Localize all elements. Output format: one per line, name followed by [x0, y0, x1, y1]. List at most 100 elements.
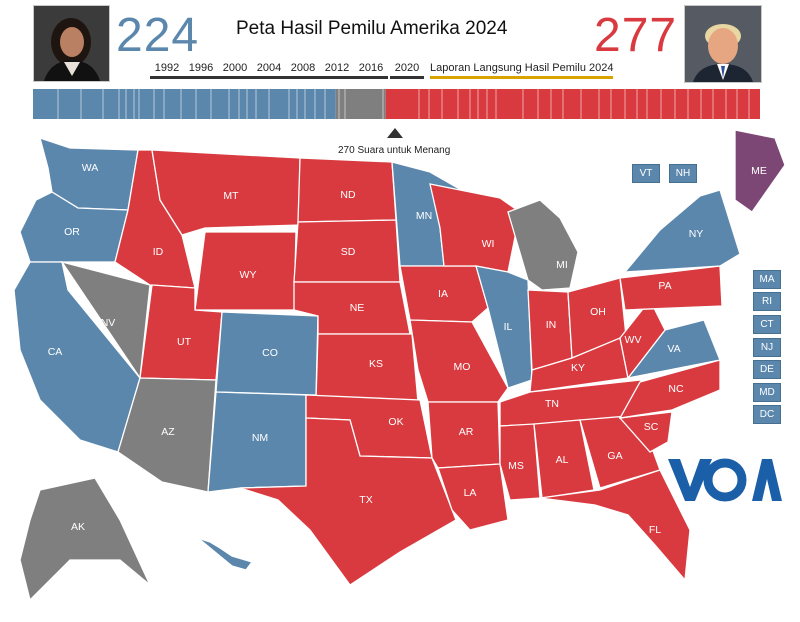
state-label-or: OR [64, 226, 80, 238]
state-label-ky: KY [571, 362, 585, 374]
state-ak[interactable] [19, 477, 151, 602]
year-label: 2008 [290, 62, 316, 74]
state-label-fl: FL [649, 524, 661, 536]
state-label-nm: NM [252, 432, 268, 444]
state-label-me: ME [751, 165, 767, 177]
state-mi[interactable] [507, 199, 579, 291]
year-label: 2020 [394, 62, 420, 74]
dem-candidate-photo [33, 5, 110, 82]
state-label-pa: PA [658, 280, 671, 292]
state-label-al: AL [556, 454, 569, 466]
state-tx[interactable] [239, 417, 457, 586]
live-report-link[interactable]: Laporan Langsung Hasil Pemilu 2024 [430, 62, 614, 79]
state-az[interactable] [117, 377, 217, 493]
year-2020[interactable]: 2020 [390, 62, 424, 79]
state-label-ia: IA [438, 288, 448, 300]
state-label-ms: MS [508, 460, 524, 472]
state-label-ok: OK [388, 416, 403, 428]
state-ca[interactable] [13, 261, 141, 453]
state-ks[interactable] [315, 333, 419, 403]
state-la[interactable] [437, 463, 509, 531]
year-2004[interactable]: 2004 [252, 62, 286, 79]
state-label-sc: SC [644, 421, 659, 433]
state-box-dc[interactable]: DC [753, 405, 781, 424]
bar-segment-rep [385, 89, 760, 119]
year-2000[interactable]: 2000 [218, 62, 252, 79]
state-box-nj[interactable]: NJ [753, 338, 781, 357]
state-label-mo: MO [454, 361, 471, 373]
year-1996[interactable]: 1996 [184, 62, 218, 79]
state-label-tn: TN [545, 398, 559, 410]
state-or[interactable] [19, 191, 129, 263]
state-box-vt[interactable]: VT [632, 164, 660, 183]
page-title: Peta Hasil Pemilu Amerika 2024 [236, 18, 508, 39]
threshold-label: 270 Suara untuk Menang [338, 145, 451, 156]
state-box-ri[interactable]: RI [753, 292, 781, 311]
state-label-mt: MT [223, 190, 239, 202]
state-label-nc: NC [668, 383, 684, 395]
state-label-nd: ND [340, 189, 356, 201]
year-label: 1996 [188, 62, 214, 74]
state-label-tx: TX [359, 494, 372, 506]
state-label-in: IN [546, 319, 557, 331]
bar-segment-dem [33, 89, 336, 119]
state-al[interactable] [533, 419, 595, 499]
year-label: 2004 [256, 62, 282, 74]
state-box-ct[interactable]: CT [753, 315, 781, 334]
state-nv[interactable] [60, 260, 151, 380]
state-wi[interactable] [429, 183, 521, 273]
bar-segment-undecided [335, 89, 386, 119]
state-label-wy: WY [240, 269, 257, 281]
state-nc[interactable] [618, 359, 721, 419]
state-label-va: VA [667, 343, 680, 355]
year-label: 2012 [324, 62, 350, 74]
voa-logo [666, 455, 782, 505]
year-2008[interactable]: 2008 [286, 62, 320, 79]
rep-candidate-photo [684, 5, 762, 83]
state-sc[interactable] [618, 411, 673, 453]
state-label-sd: SD [341, 246, 356, 258]
state-label-la: LA [464, 487, 477, 499]
year-2012[interactable]: 2012 [320, 62, 354, 79]
state-box-md[interactable]: MD [753, 383, 781, 402]
state-me[interactable] [734, 129, 786, 213]
state-hi[interactable] [197, 537, 254, 571]
year-1992[interactable]: 1992 [150, 62, 184, 79]
state-box-de[interactable]: DE [753, 360, 781, 379]
state-wv[interactable] [619, 298, 666, 380]
state-label-ut: UT [177, 336, 192, 348]
state-label-id: ID [153, 246, 164, 258]
state-label-wv: WV [625, 334, 642, 346]
year-2016[interactable]: 2016 [354, 62, 388, 79]
state-label-wa: WA [82, 162, 99, 174]
electoral-progress-bar [33, 89, 760, 119]
state-label-az: AZ [161, 426, 175, 438]
state-label-mi: MI [556, 259, 568, 271]
rep-electoral-votes: 277 [594, 9, 678, 62]
state-label-co: CO [262, 347, 278, 359]
dem-electoral-votes: 224 [116, 9, 200, 62]
state-pa[interactable] [619, 265, 723, 311]
state-ny[interactable] [623, 189, 741, 273]
state-label-il: IL [504, 321, 513, 333]
state-label-ca: CA [48, 346, 63, 358]
year-selector: 1992 1996 2000 2004 2008 2012 2016 2020 [150, 62, 430, 84]
state-ms[interactable] [499, 423, 541, 501]
state-label-ar: AR [459, 426, 474, 438]
state-label-nv: NV [101, 317, 116, 329]
live-report-label: Laporan Langsung Hasil Pemilu 2024 [430, 62, 614, 74]
state-label-ny: NY [689, 228, 704, 240]
threshold-marker-icon [387, 128, 403, 138]
state-label-oh: OH [590, 306, 606, 318]
state-box-nh[interactable]: NH [669, 164, 697, 183]
state-label-ga: GA [607, 450, 622, 462]
year-label: 1992 [154, 62, 180, 74]
state-label-mn: MN [416, 210, 432, 222]
state-label-ak: AK [71, 521, 85, 533]
year-label: 2016 [358, 62, 384, 74]
us-election-map: WA OR CA NV ID MT WY UT AZ CO NM ND SD NE KS OK TX MN IA MO… [13, 129, 786, 602]
state-box-ma[interactable]: MA [753, 270, 781, 289]
state-label-ne: NE [350, 302, 365, 314]
year-label: 2000 [222, 62, 248, 74]
state-fl[interactable] [539, 469, 691, 582]
